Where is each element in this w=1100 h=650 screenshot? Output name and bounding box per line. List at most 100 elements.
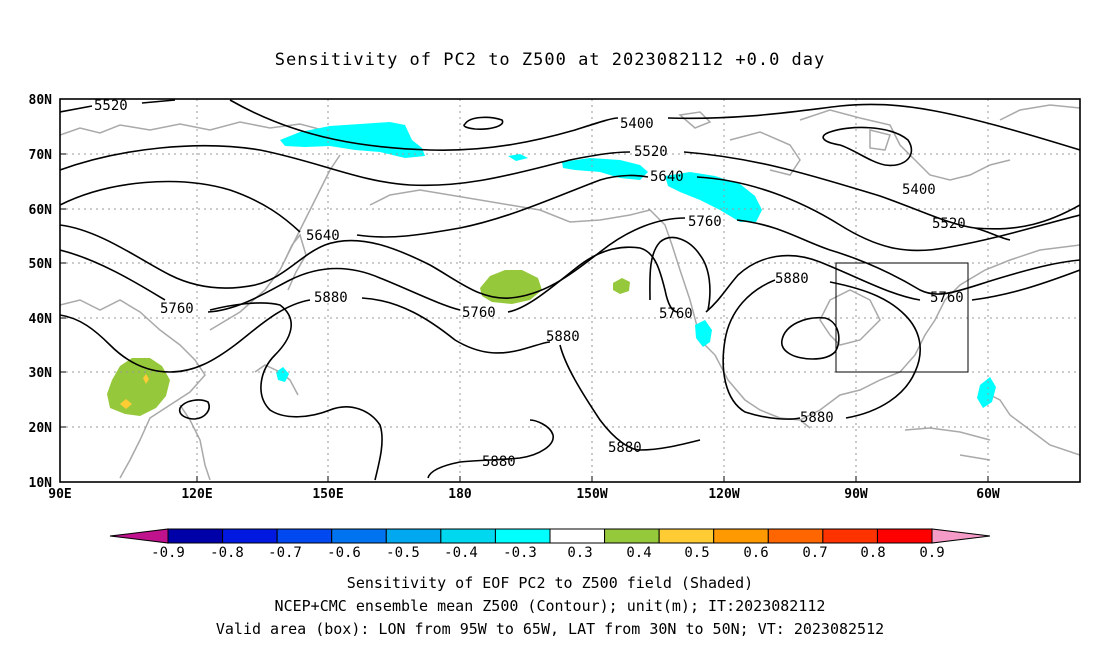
contour-label: 5640 <box>306 228 340 244</box>
colorbar-label: 0.5 <box>684 545 709 561</box>
colorbar-label: -0.5 <box>386 545 420 561</box>
colorbar-label: -0.6 <box>327 545 361 561</box>
colorbar-label: 0.6 <box>743 545 768 561</box>
contour-label: 5520 <box>932 216 966 232</box>
contour-label: 5400 <box>902 182 936 198</box>
graticule <box>60 99 1080 482</box>
contour-label: 5760 <box>688 214 722 230</box>
lat-labels: 80N 70N 60N 50N 40N 30N 20N 10N <box>29 93 53 491</box>
contour-label: 5640 <box>650 169 684 185</box>
lon-label: 180 <box>448 487 472 502</box>
shade-cyan-arctic <box>280 122 425 158</box>
contour-top-loop <box>463 116 504 130</box>
colorbar-bin <box>822 528 878 544</box>
contour-label: 5880 <box>314 290 348 306</box>
contour-5880-sw <box>209 302 554 481</box>
colorbar-label: -0.7 <box>268 545 302 561</box>
shade-cyan-pacific <box>562 158 648 180</box>
colorbar-below-triangle <box>109 528 169 544</box>
lat-label: 30N <box>29 366 53 381</box>
lat-label: 80N <box>29 93 53 108</box>
lon-label: 120E <box>181 487 212 502</box>
colorbar-bin <box>440 528 496 544</box>
colorbar-label: -0.8 <box>210 545 244 561</box>
contour-labels: 5520 5400 5520 5640 5400 5520 5760 5640 … <box>94 98 966 470</box>
shade-cyan-atlantic <box>977 377 996 408</box>
colorbar-label: -0.4 <box>444 545 478 561</box>
lat-label: 40N <box>29 312 53 327</box>
shade-green-small <box>613 278 630 294</box>
contour-label: 5760 <box>160 301 194 317</box>
chart-title: Sensitivity of PC2 to Z500 at 2023082112… <box>274 50 826 70</box>
lon-label: 60W <box>976 487 1000 502</box>
colorbar-label: 0.4 <box>626 545 651 561</box>
contour-label: 5880 <box>800 410 834 426</box>
colorbar-bin <box>494 528 551 544</box>
colorbar-bin <box>658 528 715 544</box>
lat-label: 60N <box>29 203 53 218</box>
z500-contours <box>60 99 1080 481</box>
contour-5400 <box>229 99 1080 152</box>
contour-small-loop-china <box>178 399 210 420</box>
lat-label: 10N <box>29 476 53 491</box>
colorbar-bin <box>767 528 824 544</box>
colorbar-bin <box>331 528 387 544</box>
colorbar-bin <box>604 528 660 544</box>
coastlines <box>60 104 1080 481</box>
shade-yellow-china <box>120 399 132 409</box>
contour-label: 5520 <box>94 98 128 114</box>
colorbar-bin <box>549 528 606 544</box>
colorbar-bin <box>276 528 333 544</box>
lon-label: 90W <box>844 487 868 502</box>
lon-label: 90E <box>48 487 71 502</box>
shade-green-china <box>107 358 170 416</box>
contour-5400-loop <box>822 126 913 167</box>
contour-label: 5880 <box>775 271 809 287</box>
lat-label: 70N <box>29 148 53 163</box>
colorbar-label: -0.9 <box>151 545 185 561</box>
contour-label: 5760 <box>462 305 496 321</box>
contour-5520 <box>60 144 1080 230</box>
sensitivity-shading <box>107 122 996 416</box>
map-frame <box>59 98 1081 483</box>
colorbar <box>109 528 991 544</box>
colorbar-bin <box>385 528 442 544</box>
lat-label: 50N <box>29 257 53 272</box>
contour-label: 5760 <box>930 290 964 306</box>
contour-5880-mid <box>559 344 701 451</box>
contour-5880-east <box>722 279 921 420</box>
contour-label: 5880 <box>546 329 580 345</box>
contour-5880-loop-east <box>780 316 840 360</box>
contour-label: 5520 <box>634 144 668 160</box>
lat-label: 20N <box>29 421 53 436</box>
contour-5520-nw <box>60 99 176 113</box>
caption-contour: NCEP+CMC ensemble mean Z500 (Contour); u… <box>274 597 826 615</box>
contour-5640 <box>60 174 1080 252</box>
contour-5880 <box>60 297 551 373</box>
contour-5760 <box>60 217 1080 299</box>
lon-label: 150W <box>576 487 607 502</box>
shade-green-pacific <box>480 270 542 304</box>
colorbar-above-triangle <box>931 528 991 544</box>
contour-label: 5880 <box>482 454 516 470</box>
shade-cyan-japan <box>276 367 289 382</box>
lon-label: 150E <box>312 487 343 502</box>
colorbar-label: 0.8 <box>860 545 885 561</box>
colorbar-label: -0.3 <box>503 545 537 561</box>
contour-5520-tail <box>974 227 1011 241</box>
contour-5760-b <box>60 246 1080 313</box>
lon-labels: 90E 120E 150E 180 150W 120W 90W 60W <box>48 487 1000 502</box>
colorbar-bin <box>222 528 278 544</box>
colorbar-bin <box>713 528 769 544</box>
colorbar-label: 0.7 <box>802 545 827 561</box>
colorbar-bin <box>876 528 933 544</box>
colorbar-bins <box>167 528 933 544</box>
contour-5760-c <box>649 236 711 311</box>
colorbar-bin <box>167 528 224 544</box>
colorbar-label: 0.3 <box>567 545 592 561</box>
lon-label: 120W <box>708 487 739 502</box>
contour-label: 5760 <box>659 306 693 322</box>
contour-label: 5400 <box>620 116 654 132</box>
shade-yellow-china-2 <box>143 374 149 384</box>
